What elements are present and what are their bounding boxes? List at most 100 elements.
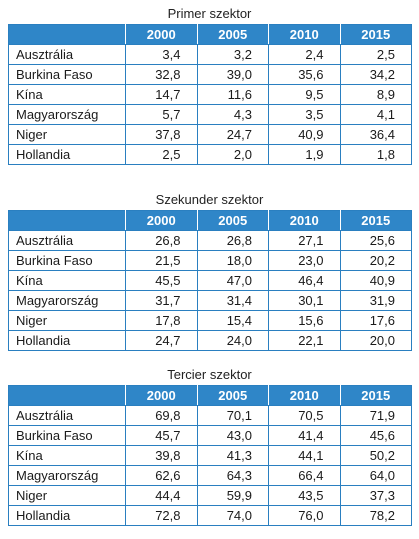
value-cell: 30,1 bbox=[268, 290, 341, 311]
value-cell: 45,7 bbox=[125, 425, 198, 446]
value-cell: 76,0 bbox=[268, 505, 341, 526]
value-cell: 3,2 bbox=[196, 44, 269, 65]
value-cell: 44,1 bbox=[268, 445, 341, 466]
value-cell: 9,5 bbox=[268, 84, 341, 105]
value-cell: 47,0 bbox=[196, 270, 269, 291]
country-cell: Ausztrália bbox=[8, 405, 126, 426]
value-cell: 31,4 bbox=[196, 290, 269, 311]
value-cell: 26,8 bbox=[196, 230, 269, 251]
year-header: 2005 bbox=[196, 210, 269, 231]
data-table: 2000 2005 2010 2015 Ausztrália 26,8 26,8 27,1 25… bbox=[8, 210, 412, 351]
header-row: 2000 2005 2010 2015 bbox=[8, 24, 412, 45]
table-row: Magyarország 5,7 4,3 3,5 4,1 bbox=[8, 104, 412, 125]
data-table: 2000 2005 2010 2015 Ausztrália 3,4 3,2 2,4 2,5 Bu… bbox=[8, 24, 412, 165]
value-cell: 50,2 bbox=[339, 445, 412, 466]
table-row: Ausztrália 69,8 70,1 70,5 71,9 bbox=[8, 405, 412, 426]
value-cell: 70,5 bbox=[268, 405, 341, 426]
section-primer-szektor: Primer szektor 2000 2005 2010 2015 Ausztrália… bbox=[8, 4, 412, 165]
year-header: 2000 bbox=[125, 210, 198, 231]
value-cell: 8,9 bbox=[339, 84, 412, 105]
year-header: 2005 bbox=[196, 385, 269, 406]
value-cell: 21,5 bbox=[125, 250, 198, 271]
value-cell: 34,2 bbox=[339, 64, 412, 85]
table-row: Hollandia 24,7 24,0 22,1 20,0 bbox=[8, 330, 412, 351]
value-cell: 70,1 bbox=[196, 405, 269, 426]
year-header: 2005 bbox=[196, 24, 269, 45]
value-cell: 20,0 bbox=[339, 330, 412, 351]
year-header: 2010 bbox=[268, 210, 341, 231]
year-header: 2000 bbox=[125, 385, 198, 406]
value-cell: 37,8 bbox=[125, 124, 198, 145]
country-cell: Niger bbox=[8, 310, 126, 331]
header-row: 2000 2005 2010 2015 bbox=[8, 385, 412, 406]
value-cell: 15,6 bbox=[268, 310, 341, 331]
value-cell: 39,8 bbox=[125, 445, 198, 466]
value-cell: 37,3 bbox=[339, 485, 412, 506]
section-szekunder-szektor: Szekunder szektor 2000 2005 2010 2015 Ausztrá… bbox=[8, 190, 412, 351]
value-cell: 62,6 bbox=[125, 465, 198, 486]
table-row: Hollandia 2,5 2,0 1,9 1,8 bbox=[8, 144, 412, 165]
country-cell: Magyarország bbox=[8, 465, 126, 486]
country-cell: Burkina Faso bbox=[8, 64, 126, 85]
value-cell: 4,3 bbox=[196, 104, 269, 125]
table-row: Kína 39,8 41,3 44,1 50,2 bbox=[8, 445, 412, 466]
section-title: Tercier szektor bbox=[167, 367, 252, 382]
table-row: Ausztrália 26,8 26,8 27,1 25,6 bbox=[8, 230, 412, 251]
value-cell: 45,5 bbox=[125, 270, 198, 291]
value-cell: 3,4 bbox=[125, 44, 198, 65]
country-cell: Kína bbox=[8, 84, 126, 105]
value-cell: 40,9 bbox=[339, 270, 412, 291]
value-cell: 18,0 bbox=[196, 250, 269, 271]
country-cell: Ausztrália bbox=[8, 44, 126, 65]
table-row: Niger 37,8 24,7 40,9 36,4 bbox=[8, 124, 412, 145]
value-cell: 2,5 bbox=[339, 44, 412, 65]
value-cell: 64,3 bbox=[196, 465, 269, 486]
table-row: Ausztrália 3,4 3,2 2,4 2,5 bbox=[8, 44, 412, 65]
year-header: 2010 bbox=[268, 385, 341, 406]
year-header: 2000 bbox=[125, 24, 198, 45]
value-cell: 44,4 bbox=[125, 485, 198, 506]
value-cell: 4,1 bbox=[339, 104, 412, 125]
country-cell: Magyarország bbox=[8, 290, 126, 311]
table-row: Kína 14,7 11,6 9,5 8,9 bbox=[8, 84, 412, 105]
country-cell: Kína bbox=[8, 445, 126, 466]
value-cell: 23,0 bbox=[268, 250, 341, 271]
value-cell: 2,5 bbox=[125, 144, 198, 165]
table-row: Niger 44,4 59,9 43,5 37,3 bbox=[8, 485, 412, 506]
value-cell: 5,7 bbox=[125, 104, 198, 125]
year-header: 2015 bbox=[339, 24, 412, 45]
value-cell: 20,2 bbox=[339, 250, 412, 271]
header-row: 2000 2005 2010 2015 bbox=[8, 210, 412, 231]
table-row: Magyarország 62,6 64,3 66,4 64,0 bbox=[8, 465, 412, 486]
value-cell: 2,4 bbox=[268, 44, 341, 65]
table-row: Burkina Faso 32,8 39,0 35,6 34,2 bbox=[8, 64, 412, 85]
value-cell: 39,0 bbox=[196, 64, 269, 85]
value-cell: 15,4 bbox=[196, 310, 269, 331]
value-cell: 25,6 bbox=[339, 230, 412, 251]
year-header: 2015 bbox=[339, 385, 412, 406]
value-cell: 71,9 bbox=[339, 405, 412, 426]
value-cell: 1,8 bbox=[339, 144, 412, 165]
value-cell: 26,8 bbox=[125, 230, 198, 251]
table-row: Kína 45,5 47,0 46,4 40,9 bbox=[8, 270, 412, 291]
value-cell: 17,6 bbox=[339, 310, 412, 331]
value-cell: 1,9 bbox=[268, 144, 341, 165]
table-row: Burkina Faso 45,7 43,0 41,4 45,6 bbox=[8, 425, 412, 446]
value-cell: 43,5 bbox=[268, 485, 341, 506]
section-title: Szekunder szektor bbox=[155, 192, 264, 207]
country-cell: Magyarország bbox=[8, 104, 126, 125]
table-row: Burkina Faso 21,5 18,0 23,0 20,2 bbox=[8, 250, 412, 271]
table-row: Magyarország 31,7 31,4 30,1 31,9 bbox=[8, 290, 412, 311]
value-cell: 43,0 bbox=[196, 425, 269, 446]
value-cell: 45,6 bbox=[339, 425, 412, 446]
value-cell: 2,0 bbox=[196, 144, 269, 165]
country-cell: Hollandia bbox=[8, 505, 126, 526]
value-cell: 40,9 bbox=[268, 124, 341, 145]
country-cell: Hollandia bbox=[8, 144, 126, 165]
country-cell: Hollandia bbox=[8, 330, 126, 351]
value-cell: 66,4 bbox=[268, 465, 341, 486]
value-cell: 24,0 bbox=[196, 330, 269, 351]
value-cell: 69,8 bbox=[125, 405, 198, 426]
country-cell: Burkina Faso bbox=[8, 425, 126, 446]
section-tercier-szektor: Tercier szektor 2000 2005 2010 2015 Ausztráli… bbox=[8, 365, 412, 526]
